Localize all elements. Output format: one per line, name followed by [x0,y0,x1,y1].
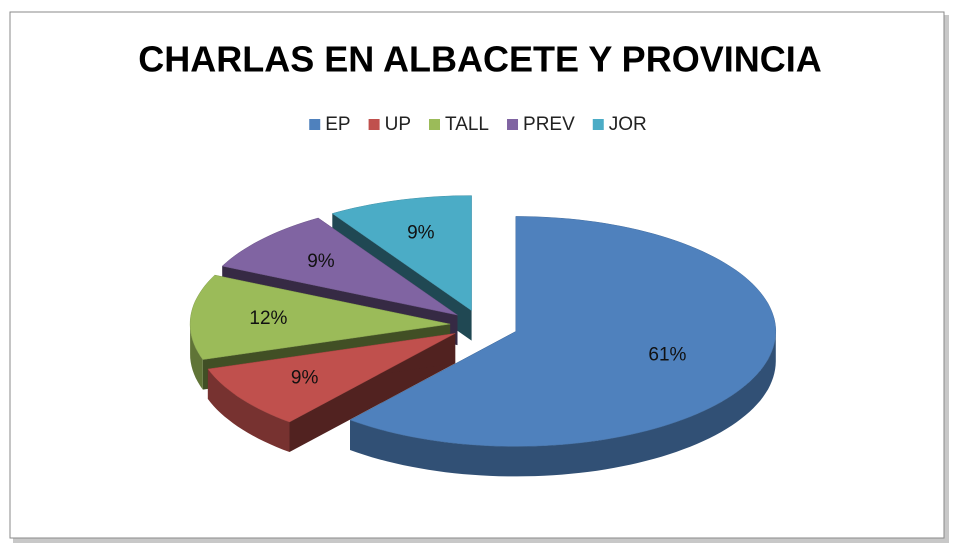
legend: EP UP TALL PREV JOR [309,114,647,135]
legend-swatch [429,119,440,130]
chart-title: CHARLAS EN ALBACETE Y PROVINCIA [138,39,821,80]
data-label: 9% [307,251,335,272]
data-label: 9% [291,368,319,389]
legend-label: PREV [523,114,575,135]
legend-label: JOR [609,114,647,135]
legend-label: UP [385,114,411,135]
slice [221,217,458,316]
data-label: 61% [648,345,686,366]
slice-wall [190,324,203,390]
slice [189,274,451,360]
legend-swatch [592,119,604,130]
data-label: 12% [249,308,287,329]
legend-swatch [507,119,519,130]
slice [207,333,456,423]
pie: 61% 9% 12% 9% 9% [189,195,777,477]
legend-label: EP [325,114,350,135]
data-label: 9% [407,222,435,243]
slice [349,216,777,447]
slice [331,195,472,312]
legend-label: TALL [445,114,489,135]
legend-swatch [368,119,380,130]
legend-swatch [309,119,321,130]
slice-wall [350,331,776,477]
